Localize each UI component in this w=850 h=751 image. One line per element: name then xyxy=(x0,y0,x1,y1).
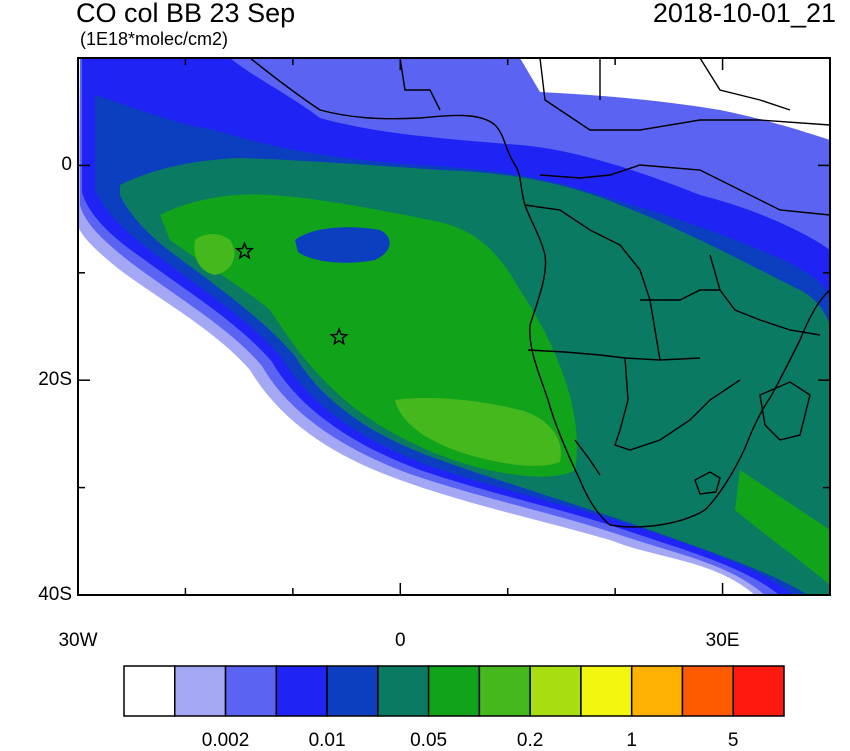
colorbar-swatch xyxy=(326,665,379,717)
colorbar xyxy=(123,665,785,717)
colorbar-swatch xyxy=(529,665,582,717)
chart-title: CO col BB 23 Sep xyxy=(76,0,296,28)
y-tick-label: 0 xyxy=(61,154,72,176)
colorbar-swatch xyxy=(224,665,278,717)
plot-frame xyxy=(77,57,831,596)
colorbar-swatch xyxy=(174,665,227,717)
colorbar-label: 0.002 xyxy=(201,730,250,751)
colorbar-swatch xyxy=(681,665,734,717)
border-9 xyxy=(539,58,830,131)
colorbar-swatch xyxy=(427,665,481,717)
border-4 xyxy=(614,357,741,451)
plume-hole xyxy=(295,227,390,263)
y-tick-label: 40S xyxy=(38,584,72,605)
border-6 xyxy=(640,289,720,301)
border-3 xyxy=(539,164,830,216)
colorbar-swatch xyxy=(732,665,785,717)
plume-se-streak xyxy=(735,470,830,585)
colorbar-label: 0.05 xyxy=(410,730,448,751)
timestamp: 2018-10-01_21 xyxy=(652,0,836,28)
colorbar-swatch xyxy=(580,665,633,717)
markers xyxy=(234,241,349,346)
colorbar-swatch xyxy=(123,665,176,717)
colorbar-label: 0.2 xyxy=(516,730,544,751)
colorbar-label: 5 xyxy=(727,730,739,751)
colorbar-swatch xyxy=(478,665,531,717)
units-label: (1E18*molec/cm2) xyxy=(80,29,229,49)
border-2 xyxy=(527,349,701,361)
colorbar-label: 0.01 xyxy=(308,730,346,751)
border-8 xyxy=(399,58,441,111)
y-tick-label: 20S xyxy=(38,369,72,391)
x-tick-label: 30W xyxy=(58,630,98,651)
star-marker-2 xyxy=(329,327,349,346)
co-plume-field xyxy=(78,58,830,595)
x-tick-label: 30E xyxy=(705,630,740,651)
border-1 xyxy=(524,204,661,361)
border-11 xyxy=(699,58,791,111)
axis-ticks xyxy=(77,57,831,596)
x-tick-label: 0 xyxy=(394,630,406,651)
star-marker-1 xyxy=(234,241,255,260)
africa-coastline xyxy=(249,58,830,528)
madagascar-hint xyxy=(759,381,811,441)
colorbar-swatch xyxy=(377,665,430,717)
plume-level-7a xyxy=(194,234,235,275)
colorbar-swatch xyxy=(630,665,684,717)
border-7 xyxy=(574,439,601,476)
lesotho-outline xyxy=(694,471,721,495)
colorbar-swatch xyxy=(275,665,328,717)
plume-level-7b xyxy=(395,398,561,466)
colorbar-label: 1 xyxy=(626,730,637,751)
clear-area-east xyxy=(520,58,830,140)
border-5 xyxy=(709,254,821,336)
coastlines xyxy=(249,58,830,528)
